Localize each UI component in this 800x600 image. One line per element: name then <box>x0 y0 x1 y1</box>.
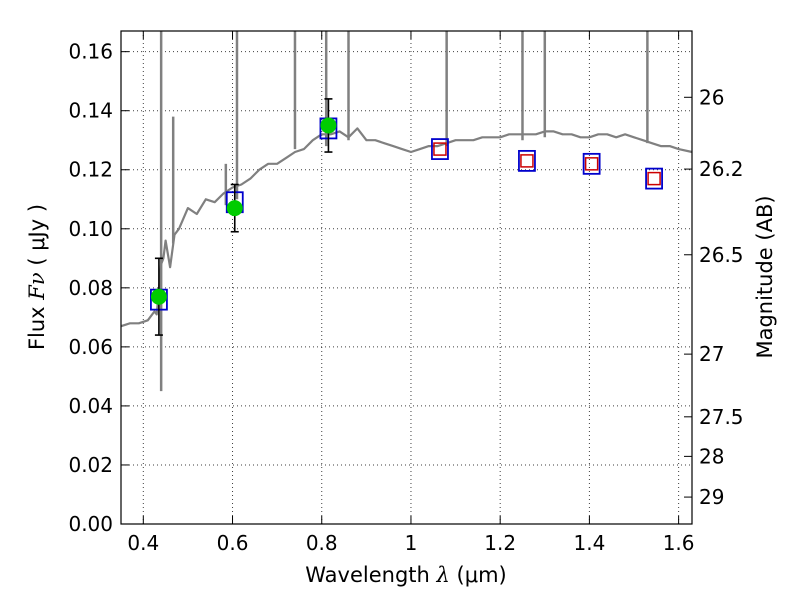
y-tick-label: 0.16 <box>68 40 113 64</box>
y-tick-label: 0.00 <box>68 512 113 536</box>
model-point-blue <box>518 149 536 172</box>
y-tick-label: 0.08 <box>68 276 113 300</box>
observed-point <box>320 117 337 134</box>
x-tick-label: 1.4 <box>573 531 605 555</box>
y-tick-label: 0.10 <box>68 217 113 241</box>
x-axis-label: Wavelength λ (μm) <box>305 563 506 587</box>
magnitude-tick-label: 26.5 <box>699 243 744 267</box>
y-tick-label: 0.02 <box>68 453 113 477</box>
model-point-red <box>584 157 599 171</box>
y-tick-label: 0.06 <box>68 335 113 359</box>
magnitude-tick-label: 26 <box>699 85 724 109</box>
x-tick-label: 1 <box>405 531 418 555</box>
x-tick-label: 0.8 <box>306 531 338 555</box>
spectrum-layer <box>120 31 693 392</box>
x-tick-label: 0.4 <box>127 531 159 555</box>
magnitude-tick-label: 27 <box>699 342 724 366</box>
y-tick-label: 0.12 <box>68 158 113 182</box>
model-point-red <box>520 154 534 168</box>
y-tick-label: 0.14 <box>68 99 113 123</box>
model-point-blue <box>645 167 663 190</box>
observed-point <box>150 288 167 305</box>
magnitude-tick-label: 27.5 <box>699 405 744 429</box>
model-point-red <box>433 142 447 156</box>
y-axis-label: Flux Fν ( μJy ) <box>25 204 49 350</box>
model-point-blue <box>582 152 601 175</box>
magnitude-axis-label: Magnitude (AB) <box>753 195 777 358</box>
y-tick-label: 0.04 <box>68 394 113 418</box>
ticks: 0.4 0.6 0.8 1 1.2 1.4 1.6 0.00 0.02 0.04 0.06 0.08 0… <box>68 31 744 555</box>
grid <box>121 31 692 525</box>
observed-point <box>226 200 243 217</box>
model-point-blue <box>431 138 449 160</box>
magnitude-tick-label: 26.2 <box>699 157 744 181</box>
model-point-red <box>647 171 661 186</box>
magnitude-tick-label: 28 <box>699 444 724 468</box>
spectrum-line <box>120 127 693 328</box>
x-tick-label: 1.6 <box>663 531 695 555</box>
magnitude-tick-label: 29 <box>699 485 724 509</box>
plot-frame <box>120 30 693 525</box>
x-tick-label: 1.2 <box>484 531 516 555</box>
x-tick-label: 0.6 <box>217 531 249 555</box>
markers-layer <box>150 98 663 336</box>
